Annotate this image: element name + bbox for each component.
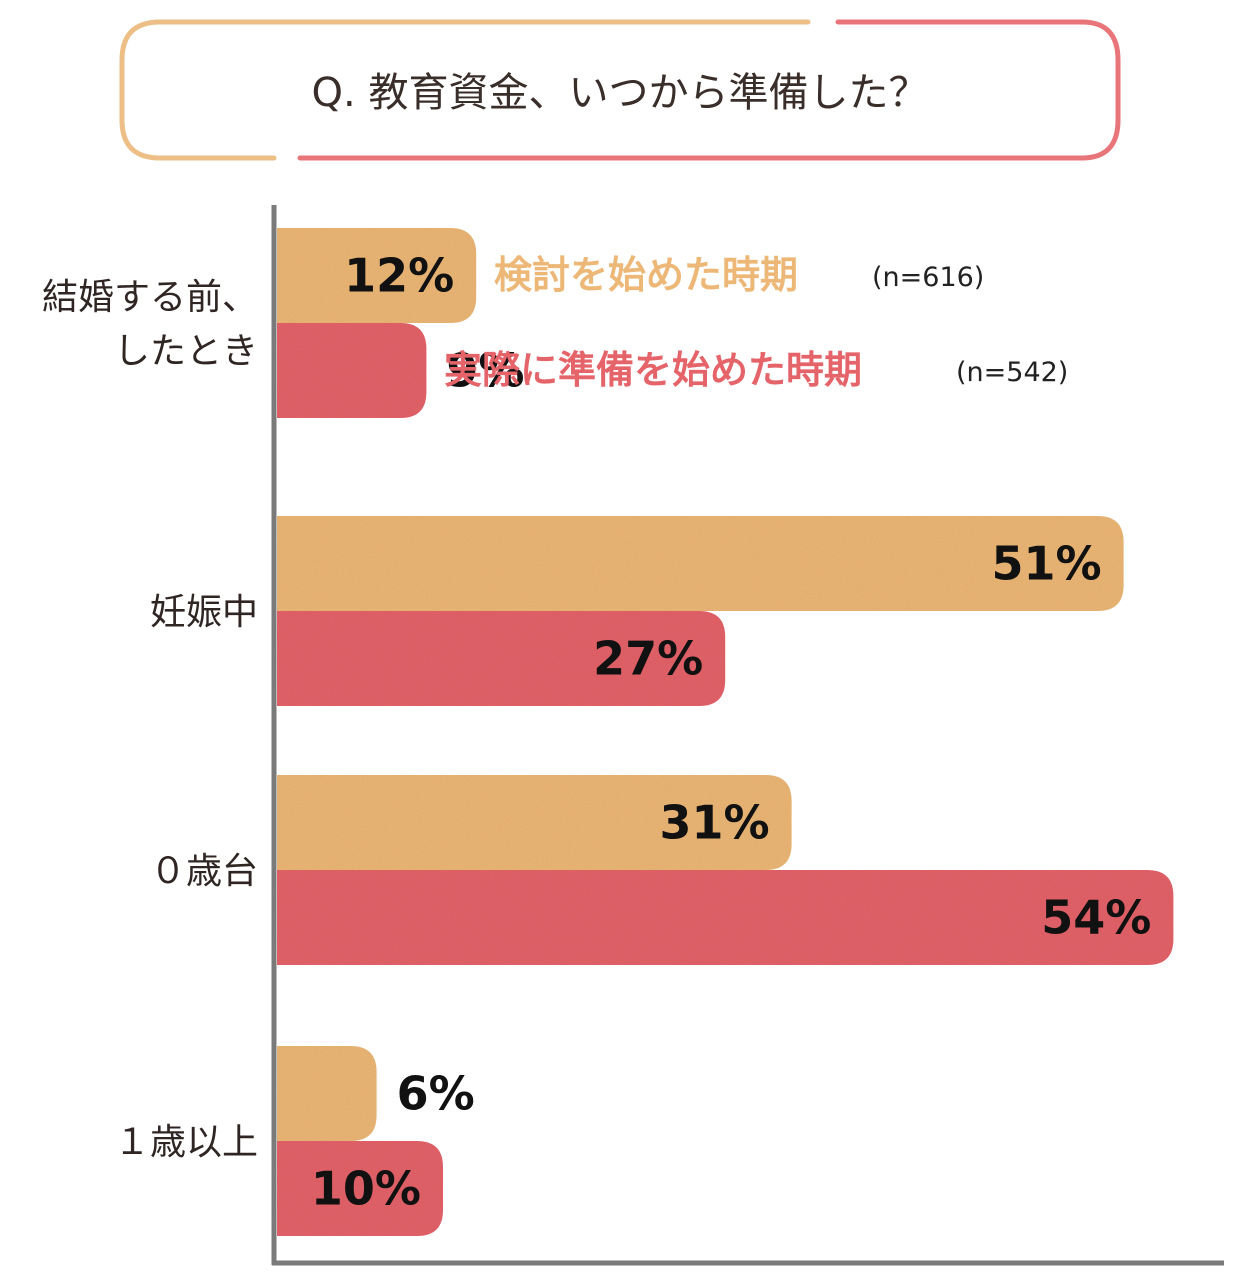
title-frame-right [297,19,1121,161]
bar-4-series-2 [277,1141,443,1236]
category-label-3: ０歳台 [150,851,258,892]
bar-2-series-1 [277,516,1124,611]
legend-series-2-name: 実際に準備を始めた時期 [444,348,862,392]
value-label-2-series-1: 51% [991,537,1101,591]
bars-group: 12% 9% 51% 27% 31% 54% 6% 10% [277,228,1174,1236]
value-label-2-series-2: 27% [593,632,703,686]
category-label-1: 結婚する前、したとき [42,277,258,372]
value-label-4-series-2: 10% [311,1162,421,1216]
bar-3-series-1 [277,775,792,870]
bar-1-series-2 [277,323,427,418]
value-label-3-series-1: 31% [659,796,769,850]
legend: 検討を始めた時期 (n=616) 実際に準備を始めた時期 (n=542) [444,253,1068,392]
chart-title: Q. 教育資金、いつから準備した？ [312,70,929,116]
value-label-3-series-2: 54% [1041,891,1151,945]
legend-series-1-name: 検討を始めた時期 [494,253,798,297]
legend-series-2-n: (n=542) [956,357,1068,388]
value-label-4-series-1: 6% [397,1067,475,1121]
value-label-1-series-1: 12% [344,249,454,303]
title-frame-left [119,19,811,161]
bar-4-series-1 [277,1046,377,1141]
bar-2-series-2 [277,611,726,706]
bar-3-series-2 [277,870,1174,965]
value-label-1-series-2: 9% [446,344,524,398]
title-frame [119,19,1121,161]
category-label-2: 妊娠中 [150,592,258,633]
legend-series-1-n: (n=616) [872,262,984,293]
category-label-4: １歳以上 [114,1122,258,1163]
bar-1-series-1 [277,228,477,323]
